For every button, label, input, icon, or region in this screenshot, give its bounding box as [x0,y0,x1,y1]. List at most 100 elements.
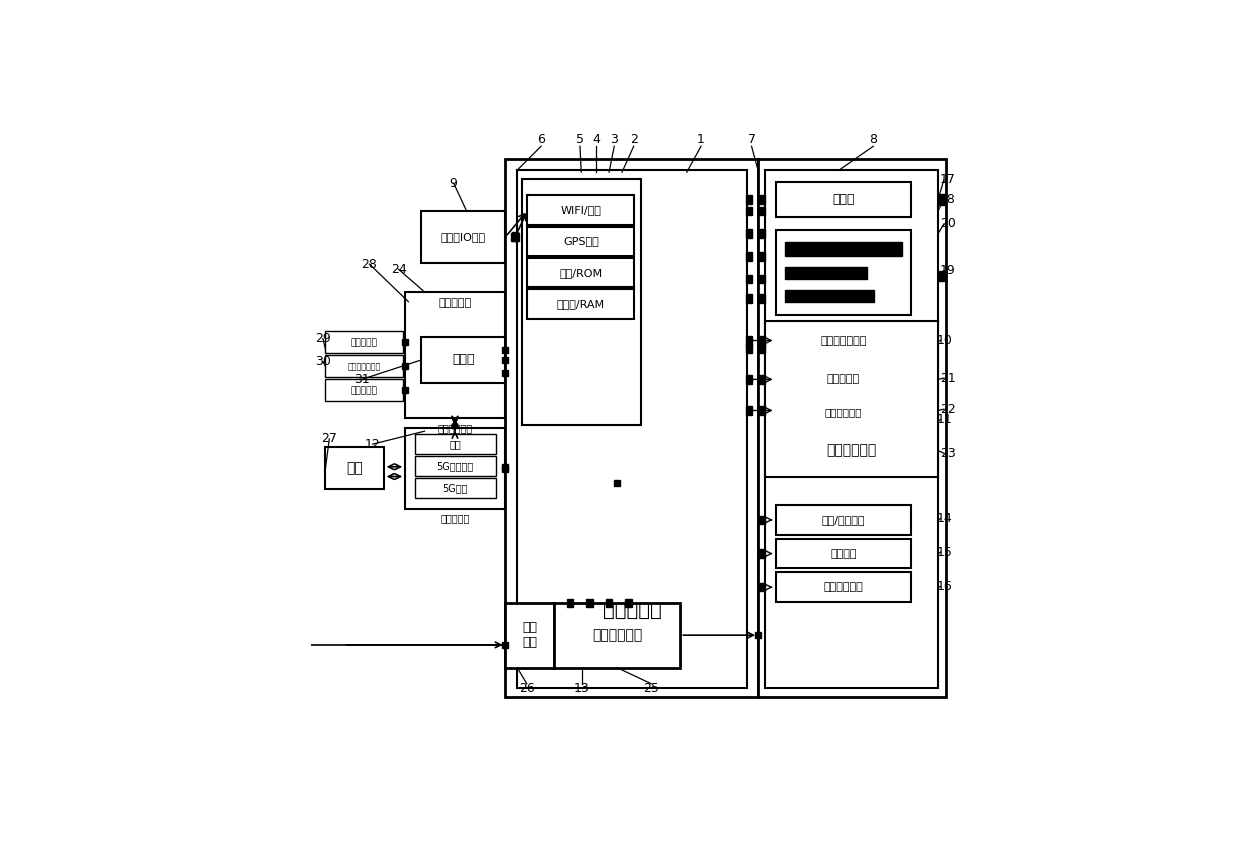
Text: 外设: 外设 [346,462,363,475]
Text: 备周扩展模块: 备周扩展模块 [824,582,864,592]
Bar [776,322,912,360]
Text: 电源管理模块: 电源管理模块 [592,628,642,643]
Bar [764,321,938,477]
Text: 硬盘/ROM: 硬盘/ROM [559,267,602,278]
Text: 25: 25 [643,682,659,696]
Text: 15: 15 [937,546,953,558]
Text: 8: 8 [870,133,877,146]
Text: 云端数据库: 云端数据库 [439,299,472,309]
Text: 传感器IO模块: 传感器IO模块 [441,232,486,242]
Text: 23: 23 [940,447,955,460]
Bar [506,159,758,696]
Text: 电源
切换: 电源 切换 [523,621,538,649]
Text: 29: 29 [315,332,331,345]
Bar [760,344,764,352]
Bar [405,428,506,509]
Bar [939,271,947,281]
Bar [776,399,912,425]
Text: 24: 24 [390,262,406,276]
Bar [326,379,403,401]
Bar [506,603,554,668]
Bar [626,599,632,606]
Text: 10: 10 [937,334,953,347]
Bar [760,252,764,261]
Bar [760,549,764,558]
Bar [786,242,902,257]
Text: 16: 16 [937,580,953,593]
Text: 20: 20 [940,218,955,230]
Text: 触控一体机: 触控一体机 [826,294,860,304]
Text: WIFI/蓝牙: WIFI/蓝牙 [560,205,601,215]
Text: 内存条/RAM: 内存条/RAM [556,299,605,309]
Bar [326,331,403,353]
Bar [760,516,764,524]
Text: 生物识别模块: 生物识别模块 [826,443,876,458]
Text: 17: 17 [940,173,955,187]
Text: 30: 30 [315,355,331,368]
Bar [528,257,634,288]
Text: 云端数据交互: 云端数据交互 [437,423,472,433]
Bar [528,288,634,319]
Text: 31: 31 [354,373,369,386]
Text: 14: 14 [937,512,953,525]
Bar [517,170,747,688]
Bar [760,583,764,591]
Text: 28: 28 [362,257,378,271]
Text: 拾音麦克风: 拾音麦克风 [826,374,860,384]
Bar [746,294,752,303]
Text: 内网数据库: 内网数据库 [351,386,378,395]
Text: 26: 26 [519,682,535,696]
Bar [405,292,506,418]
Bar [421,337,506,383]
Bar [746,195,752,204]
Bar [567,599,574,606]
Text: 物联网交互: 物联网交互 [440,513,470,523]
Bar [512,232,518,241]
Bar [746,336,752,345]
Bar [415,457,496,476]
Bar [746,252,752,261]
Text: 27: 27 [321,432,337,446]
Bar [760,230,764,238]
Text: 18: 18 [940,193,955,206]
Text: 2: 2 [629,133,638,146]
Text: 主控核心板: 主控核心板 [602,601,662,620]
Text: 指纹识别模块: 指纹识别模块 [825,407,862,417]
Text: 21: 21 [940,372,955,384]
Bar [326,356,403,378]
Text: 9: 9 [450,177,457,190]
Text: 11: 11 [937,413,953,426]
Bar [786,267,867,279]
Bar [528,226,634,257]
Text: 5G卡座: 5G卡座 [442,484,468,493]
Bar [415,479,496,498]
Bar [746,375,752,383]
Text: 天线: 天线 [450,439,461,449]
Bar [554,603,680,668]
Text: 7: 7 [747,133,756,146]
Text: 6: 6 [538,133,545,146]
Bar [415,435,496,454]
Text: 通告数义库: 通告数义库 [351,338,378,347]
Text: 5G通讯模块: 5G通讯模块 [436,461,473,471]
Bar [746,230,752,238]
Bar [760,195,764,204]
Text: 4: 4 [592,133,600,146]
Bar [760,406,764,415]
Text: 多目摄像头模组: 多目摄像头模组 [820,336,867,346]
Bar [760,207,764,215]
Bar [776,182,912,218]
Text: GPS模块: GPS模块 [563,236,598,246]
Bar [760,336,764,345]
Text: 操作屏: 操作屏 [833,193,855,206]
Text: 公安专用数据库: 公安专用数据库 [348,362,380,371]
Text: 1: 1 [698,133,705,146]
Bar [786,290,873,302]
Text: 5: 5 [576,133,584,146]
Bar [746,406,752,415]
Bar [421,211,506,263]
Bar [939,194,947,204]
Bar [522,178,642,425]
Bar [746,344,752,352]
Bar [760,375,764,383]
